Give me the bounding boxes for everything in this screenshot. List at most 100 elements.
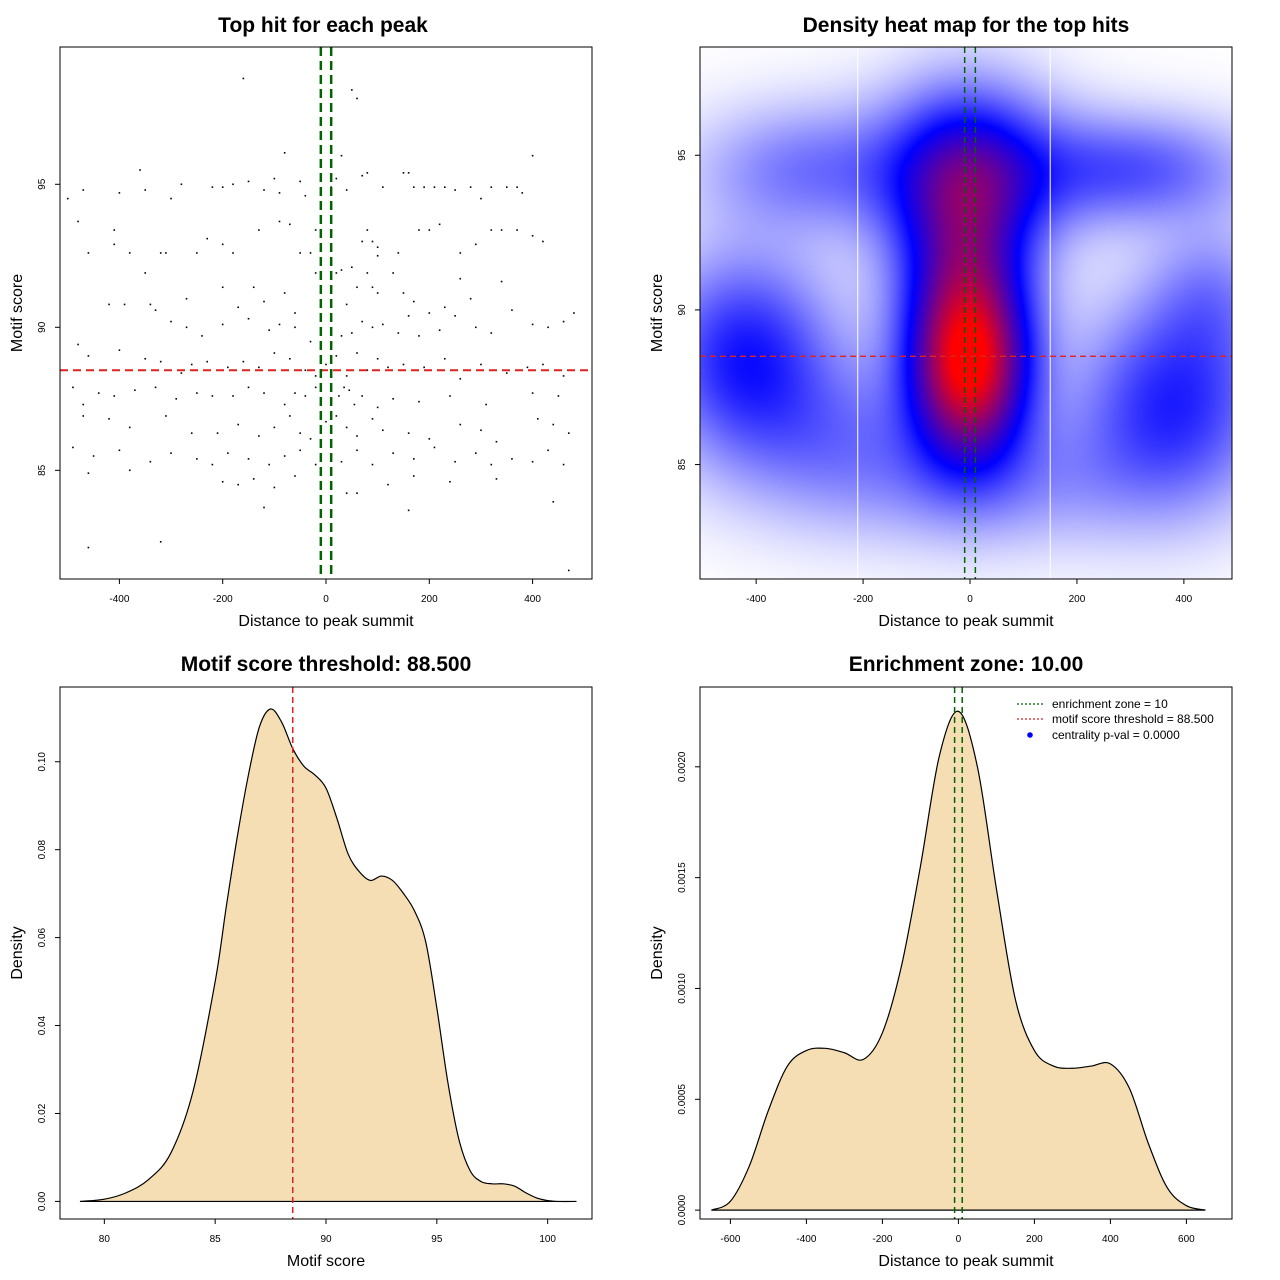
data-point [516, 186, 518, 188]
x-axis-label: Distance to peak summit [878, 1253, 1054, 1270]
data-point [263, 189, 265, 191]
x-tick-label: 0 [956, 1234, 962, 1245]
x-tick-label: 95 [431, 1234, 443, 1245]
data-point [361, 174, 363, 177]
chart-title: Density heat map for the top hits [803, 14, 1130, 37]
x-tick-label: -400 [796, 1234, 816, 1245]
legend: enrichment zone = 10 motif score thresho… [1017, 697, 1214, 742]
score-density-panel: Motif score threshold: 88.500 80 85 90 95 10… [9, 653, 593, 1270]
data-point [376, 357, 379, 360]
data-point [454, 460, 456, 463]
data-point [521, 192, 524, 194]
data-point [221, 286, 224, 289]
data-point [335, 415, 338, 417]
data-point [221, 323, 224, 326]
data-point [304, 395, 307, 397]
data-point [459, 252, 462, 254]
data-point [459, 423, 462, 426]
data-point [438, 329, 441, 331]
scatter-panel: Top hit for each peak -400 -200 0 200 400 85 9… [9, 14, 593, 630]
data-point [366, 229, 369, 231]
y-tick-label: 95 [677, 149, 688, 161]
data-point [366, 369, 369, 372]
data-point [531, 234, 534, 237]
x-tick-label: 200 [1069, 594, 1086, 605]
data-point [392, 272, 394, 274]
data-point [97, 392, 100, 394]
y-axis-label: Motif score [9, 274, 26, 352]
data-point [87, 252, 90, 254]
x-axis-label: Distance to peak summit [878, 613, 1054, 630]
data-point [211, 395, 214, 397]
x-tick-label: 600 [1178, 1234, 1195, 1245]
data-point [562, 375, 565, 377]
data-point [294, 326, 296, 329]
data-point [314, 375, 317, 377]
axes: -600 -400 -200 0 200 400 600 0.0000 0.0005 0.0010… [677, 751, 1195, 1245]
data-point [273, 177, 276, 180]
data-point [190, 363, 193, 366]
data-point [314, 386, 317, 389]
data-point [531, 154, 534, 157]
data-point [449, 480, 451, 483]
data-point [263, 300, 265, 303]
data-point [154, 386, 157, 389]
data-point [366, 272, 369, 274]
data-point [149, 460, 152, 463]
data-point [139, 169, 141, 171]
data-point [118, 192, 121, 194]
data-point [418, 229, 420, 231]
x-tick-label: 80 [99, 1234, 111, 1245]
data-point [123, 303, 126, 306]
data-point [356, 492, 358, 494]
data-point [128, 426, 131, 429]
data-point [206, 237, 209, 240]
data-point [413, 186, 415, 188]
data-point [382, 186, 384, 188]
data-point [294, 475, 296, 477]
data-point [376, 254, 379, 257]
data-point [371, 418, 374, 420]
legend-key-centrality [1027, 732, 1033, 738]
data-point [77, 220, 79, 223]
data-point [278, 323, 281, 326]
data-point [304, 369, 307, 372]
data-point [500, 229, 503, 231]
plot-area [79, 687, 577, 1219]
data-point [345, 375, 348, 377]
data-point [361, 240, 363, 243]
data-point [338, 395, 340, 397]
data-point [258, 229, 260, 231]
data-point [340, 154, 343, 157]
data-point [366, 172, 369, 174]
data-point [242, 360, 245, 363]
data-point [392, 398, 394, 400]
data-point [418, 335, 420, 337]
data-point [505, 186, 508, 188]
data-point [443, 306, 446, 309]
data-point [299, 432, 301, 434]
y-axis-label: Motif score [649, 274, 666, 352]
data-point [356, 286, 358, 289]
data-point [180, 372, 183, 374]
data-point [547, 326, 549, 329]
data-point [268, 463, 270, 466]
data-point [480, 363, 482, 366]
y-tick-label: 0.08 [37, 840, 48, 860]
y-tick-label: 90 [677, 304, 688, 316]
data-point [547, 449, 549, 452]
data-point [221, 186, 224, 188]
data-point [216, 432, 219, 434]
data-point [454, 315, 456, 317]
data-point [490, 186, 493, 188]
data-point [490, 332, 493, 334]
data-point [278, 192, 281, 194]
data-point [113, 395, 116, 397]
x-tick-label: -200 [853, 594, 873, 605]
data-point [232, 252, 234, 254]
data-point [382, 429, 384, 432]
data-point [325, 363, 327, 366]
data-point [283, 455, 286, 457]
chart-title: Motif score threshold: 88.500 [181, 653, 472, 676]
